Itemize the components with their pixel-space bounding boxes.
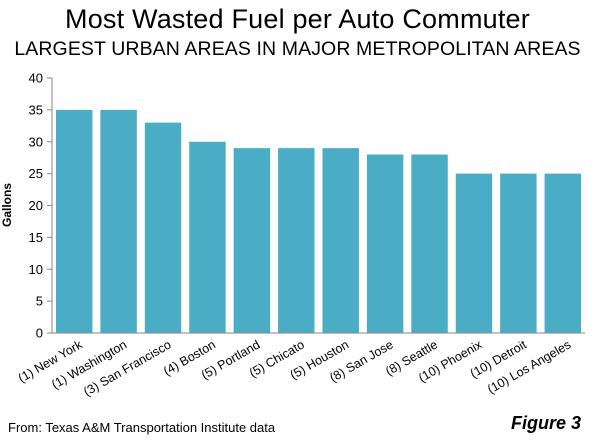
bars-group [55,109,582,333]
y-tick-label: 35 [29,102,43,117]
x-axis: (1) New York(1) Washington(3) San Franci… [16,332,585,399]
y-tick-label: 30 [29,134,43,149]
bar [455,173,493,333]
y-tick-label: 20 [29,198,43,213]
bar [322,148,359,333]
source-note: From: Texas A&M Transportation Institute… [8,420,276,435]
bar [411,154,448,333]
bar [544,173,582,333]
y-tick-label: 40 [29,71,43,86]
chart-title: Most Wasted Fuel per Auto Commuter [65,4,530,34]
y-axis-label: Gallons [0,183,14,227]
y-tick-label: 15 [29,230,43,245]
y-tick-label: 25 [29,166,43,181]
bar [144,122,182,333]
chart-subtitle: LARGEST URBAN AREAS IN MAJOR METROPOLITA… [14,38,581,60]
y-tick-label: 0 [36,326,43,341]
figure-label: Figure 3 [510,413,581,433]
bar [366,154,404,333]
bar [55,109,93,333]
bar [500,173,537,333]
bar [100,109,137,333]
y-axis: 0 5 10 15 20 25 30 35 40 [29,71,53,341]
y-tick-label: 10 [29,262,43,277]
y-tick-label: 5 [36,294,43,309]
bar [233,148,271,333]
bar [278,148,315,333]
bar [189,141,226,333]
